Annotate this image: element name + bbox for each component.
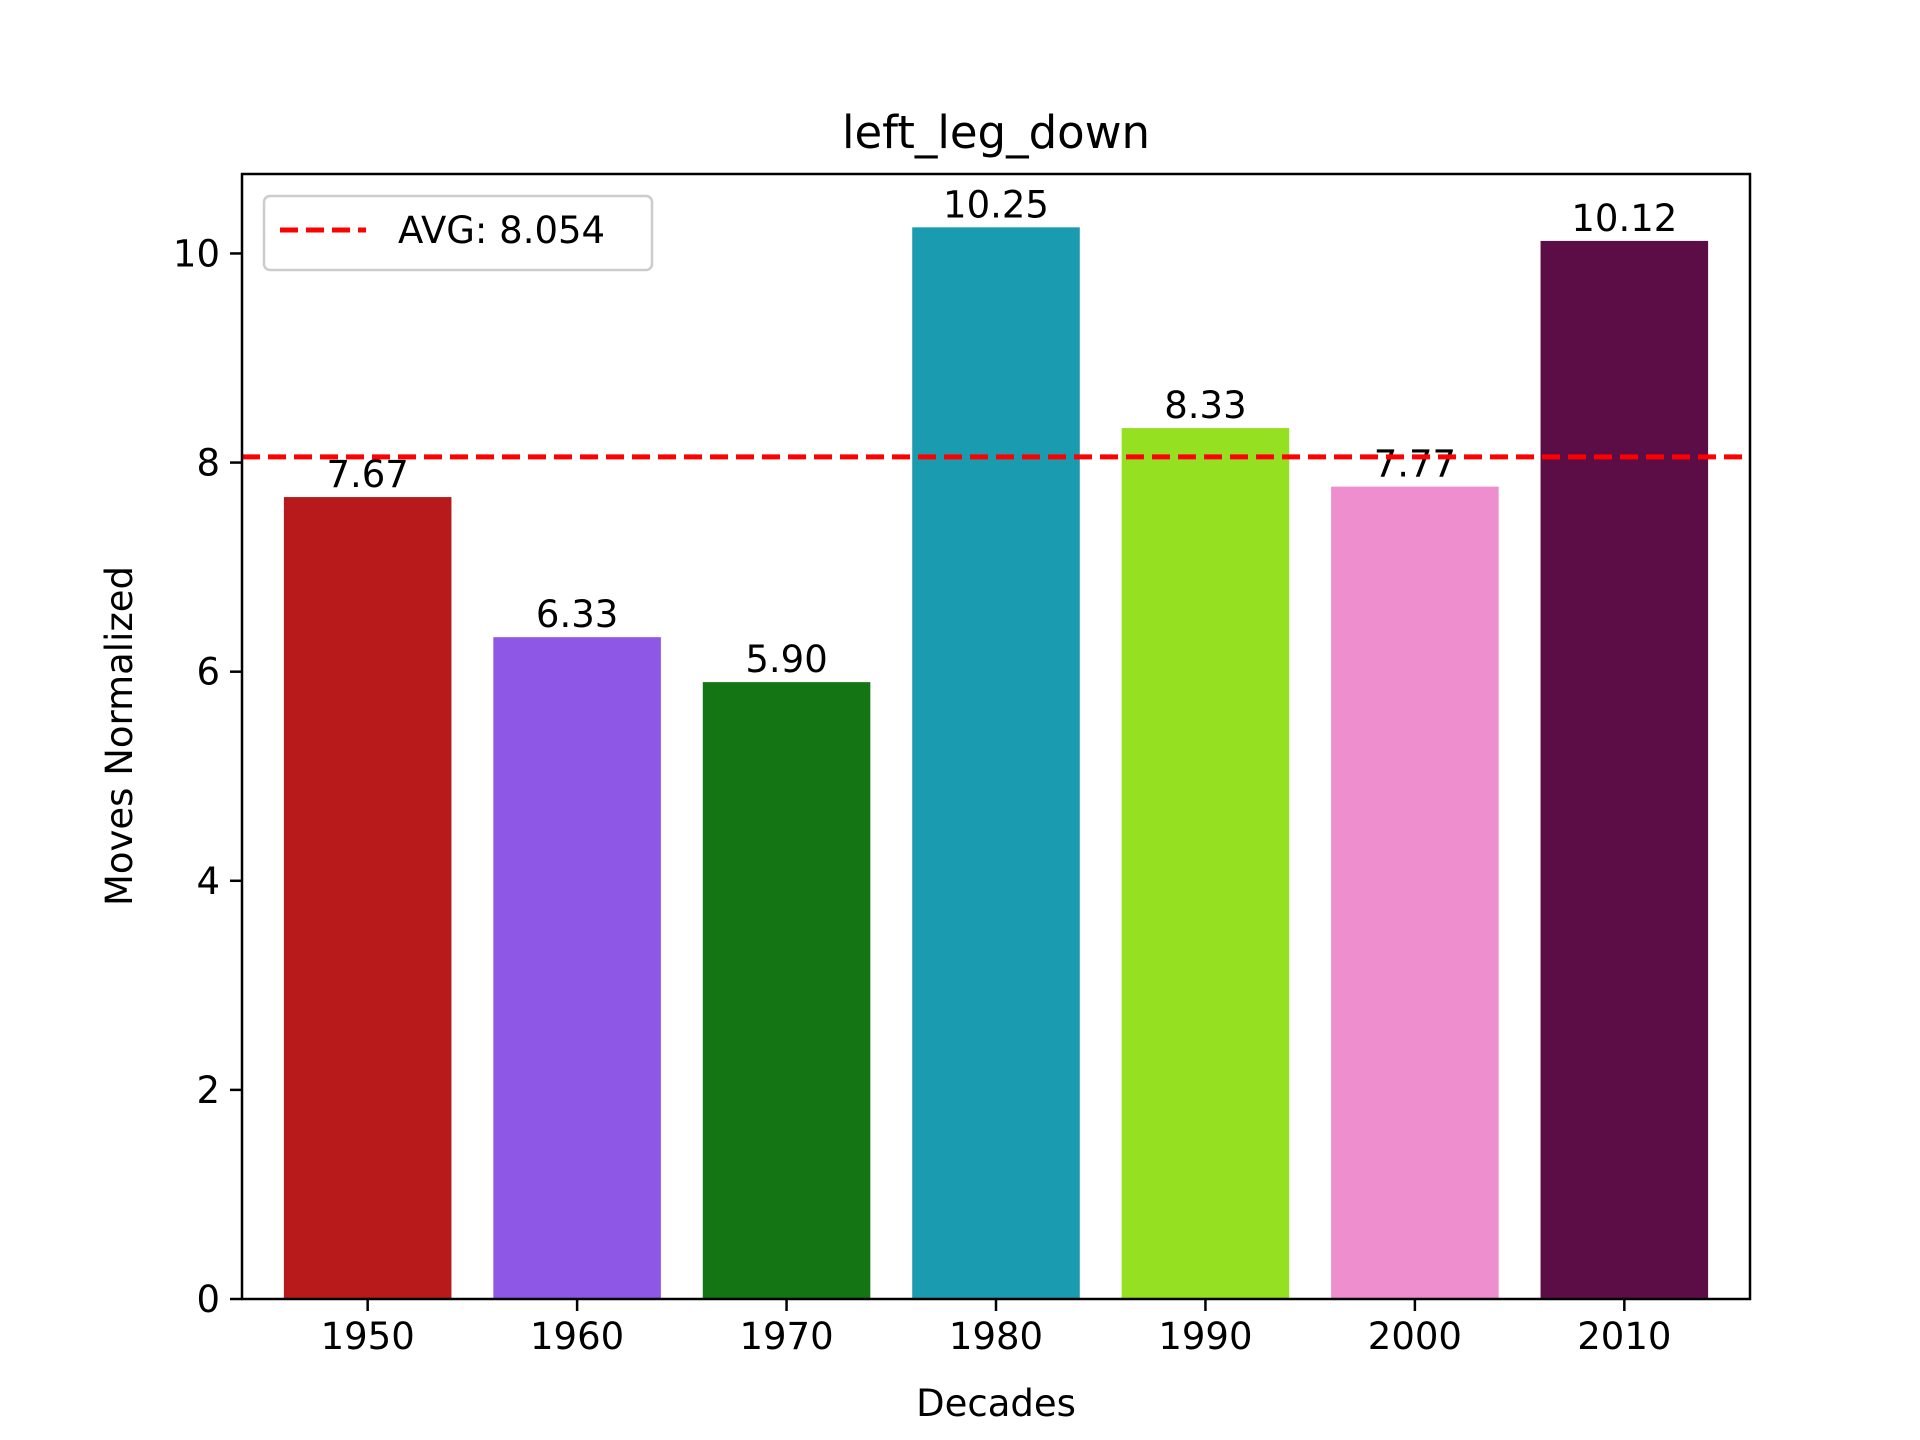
legend-box [262,194,654,272]
bar-1970 [702,682,871,1299]
x-tick-label-1970: 1970 [739,1315,833,1358]
bar-1960 [493,637,661,1299]
x-tick-label-2010: 2010 [1577,1315,1671,1358]
y-tick-label-4: 4 [196,860,220,903]
y-tick-label-8: 8 [196,442,220,485]
data-label-2010: 10.12 [1571,197,1677,240]
data-label-1960: 6.33 [536,593,618,636]
x-tick-label-2000: 2000 [1368,1315,1462,1358]
legend: AVG: 8.054 [262,194,654,272]
data-label-1950: 7.67 [326,453,408,496]
data-label-1980: 10.25 [943,183,1049,226]
bar-1950 [283,497,452,1300]
x-tick-label-1960: 1960 [530,1315,624,1358]
y-tick-label-6: 6 [196,651,220,694]
bar-1990 [1121,428,1290,1299]
x-tick-label-1990: 1990 [1158,1315,1252,1358]
data-label-1990: 8.33 [1164,384,1246,427]
x-tick-label-1980: 1980 [949,1315,1043,1358]
x-axis-label: Decades [916,1382,1076,1425]
x-tick-label-1950: 1950 [321,1315,415,1358]
legend-average-label: AVG: 8.054 [398,209,605,252]
data-label-2000: 7.77 [1374,443,1456,486]
bar-1980 [912,227,1080,1299]
data-label-1970: 5.90 [745,638,827,681]
data-labels-layer: 7.67 6.33 5.90 10.25 8.33 7.77 10.12 [326,183,1677,681]
x-axis: 1950 1960 1970 1980 1990 2000 2010 [321,1299,1671,1358]
bars-layer [283,227,1709,1300]
bar-2000 [1331,486,1499,1299]
y-axis: 0 2 4 6 8 10 [173,232,242,1321]
y-tick-label-0: 0 [196,1278,220,1321]
y-tick-label-10: 10 [173,232,220,275]
y-tick-label-2: 2 [196,1069,220,1112]
bar-2010 [1540,240,1709,1299]
chart-title: left_leg_down [842,106,1150,159]
y-axis-label: Moves Normalized [98,566,141,906]
